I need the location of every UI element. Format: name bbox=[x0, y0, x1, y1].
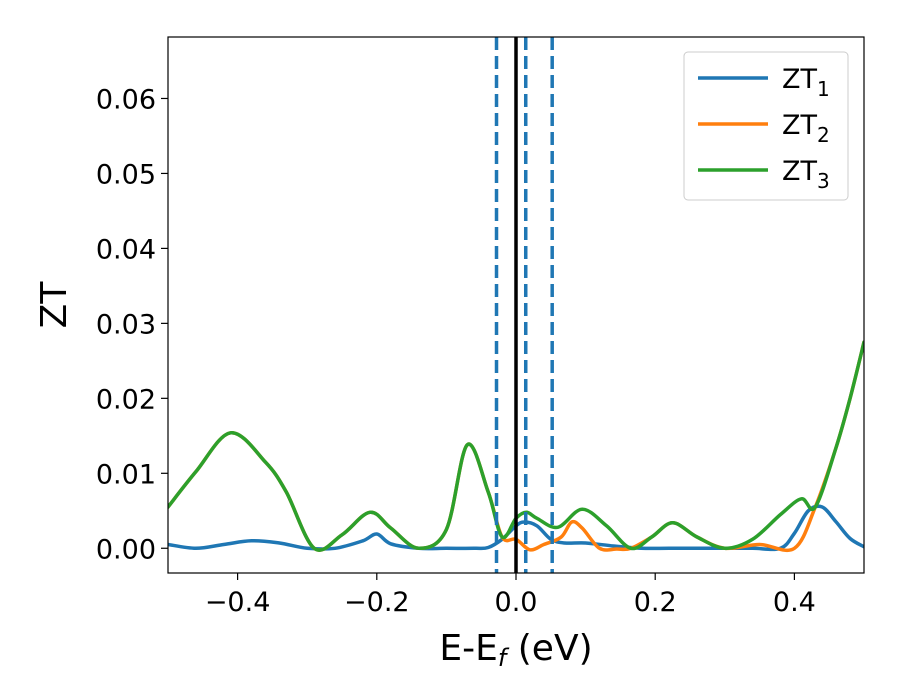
legend-label: ZT3 bbox=[782, 156, 830, 193]
x-tick-label: 0.4 bbox=[773, 587, 816, 618]
y-tick-label: 0.00 bbox=[96, 534, 156, 565]
legend-label: ZT1 bbox=[782, 64, 830, 101]
plot-area bbox=[168, 37, 864, 573]
legend-box bbox=[683, 51, 849, 201]
y-tick-label: 0.05 bbox=[96, 159, 156, 190]
y-tick-label: 0.02 bbox=[96, 384, 156, 415]
y-tick-label: 0.01 bbox=[96, 459, 156, 490]
y-tick-label: 0.06 bbox=[96, 84, 156, 115]
axis-ticks: −0.4 −0.2 0.0 0.2 0.4 0.00 0.01 0.02 0.03 0.04 0.0… bbox=[96, 84, 816, 618]
x-tick-label: 0.0 bbox=[495, 587, 538, 618]
x-tick-label: 0.2 bbox=[634, 587, 677, 618]
series-group bbox=[168, 37, 864, 573]
x-axis-label: E-Ef (eV) bbox=[439, 628, 592, 672]
legend: ZT1 ZT2 ZT3 bbox=[683, 51, 849, 201]
series-line-zt3 bbox=[168, 340, 864, 552]
x-tick-label: −0.2 bbox=[344, 587, 410, 618]
legend-label: ZT2 bbox=[782, 110, 830, 147]
plot-frame bbox=[167, 36, 865, 574]
y-axis-label: ZT bbox=[34, 281, 75, 329]
y-tick-label: 0.03 bbox=[96, 309, 156, 340]
y-tick-label: 0.04 bbox=[96, 234, 156, 265]
x-tick-label: −0.4 bbox=[205, 587, 271, 618]
